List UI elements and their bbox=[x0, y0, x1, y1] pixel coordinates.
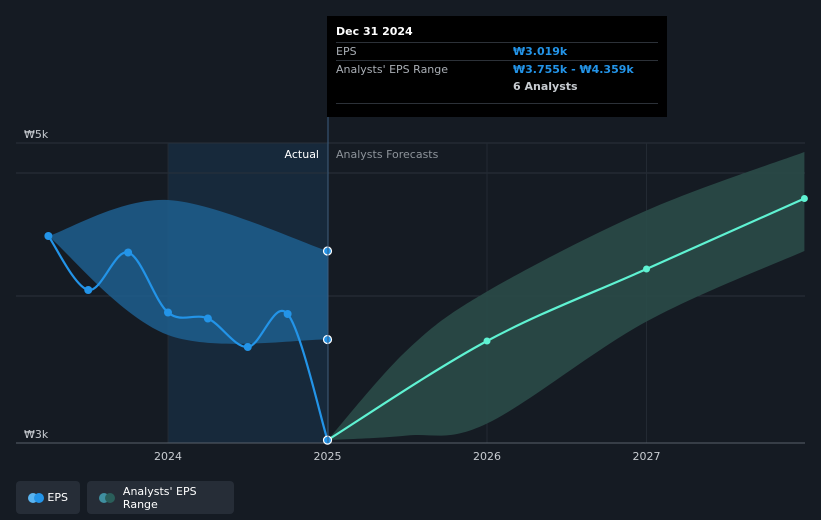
tooltip-divider bbox=[336, 103, 658, 104]
series-0-point-6 bbox=[283, 310, 292, 318]
series-1-point-1 bbox=[483, 337, 491, 345]
y-tick-1: ₩3k bbox=[24, 428, 49, 441]
x-tick-2025: 2025 bbox=[314, 450, 342, 463]
tooltip-eps-value: ₩3.019k bbox=[513, 45, 568, 58]
legend-eps-label: EPS bbox=[47, 491, 68, 504]
x-tick-2024: 2024 bbox=[154, 450, 182, 463]
range-band-forecast bbox=[327, 152, 805, 441]
series-0-point-4 bbox=[203, 314, 212, 323]
x-tick-2026: 2026 bbox=[473, 450, 501, 463]
tooltip-range-value: ₩3.755k - ₩4.359k bbox=[513, 63, 634, 76]
range-band-past bbox=[48, 199, 328, 344]
legend-eps[interactable]: EPS bbox=[16, 481, 80, 514]
series-0-point-1 bbox=[84, 286, 93, 294]
tooltip-analysts: 6 Analysts bbox=[513, 80, 578, 93]
x-tick-2027: 2027 bbox=[633, 450, 661, 463]
series-0-point-2 bbox=[124, 248, 133, 257]
series-line-1 bbox=[326, 197, 805, 442]
range-legend-icon bbox=[99, 492, 115, 503]
tooltip-range-row: Analysts' EPS Range ₩3.755k - ₩4.359k bbox=[336, 60, 658, 78]
forecast-label: Analysts Forecasts bbox=[336, 148, 439, 161]
tooltip-analysts-row: 6 Analysts bbox=[336, 78, 658, 95]
range-bands bbox=[48, 152, 805, 441]
actual-label: Actual bbox=[285, 148, 319, 161]
series-1-point-3 bbox=[800, 195, 808, 202]
tooltip-eps-label: EPS bbox=[336, 45, 357, 58]
axis-labels: 2024 2025 2026 2027 ₩5k ₩3k bbox=[24, 128, 661, 463]
tooltip-eps-row: EPS ₩3.019k bbox=[336, 42, 658, 60]
series-0-point-0 bbox=[44, 232, 53, 240]
tooltip: Dec 31 2024 EPS ₩3.019k Analysts' EPS Ra… bbox=[327, 16, 667, 117]
series-0-point-3 bbox=[164, 308, 172, 317]
legend-range[interactable]: Analysts' EPS Range bbox=[87, 481, 234, 514]
tooltip-date: Dec 31 2024 bbox=[336, 25, 413, 38]
tooltip-range-label: Analysts' EPS Range bbox=[336, 63, 449, 76]
series-1-point-2 bbox=[643, 265, 650, 273]
y-tick-0: ₩5k bbox=[24, 128, 49, 141]
legend-range-label: Analysts' EPS Range bbox=[122, 484, 197, 511]
series-0-point-5 bbox=[243, 343, 252, 351]
eps-legend-icon bbox=[28, 492, 44, 503]
